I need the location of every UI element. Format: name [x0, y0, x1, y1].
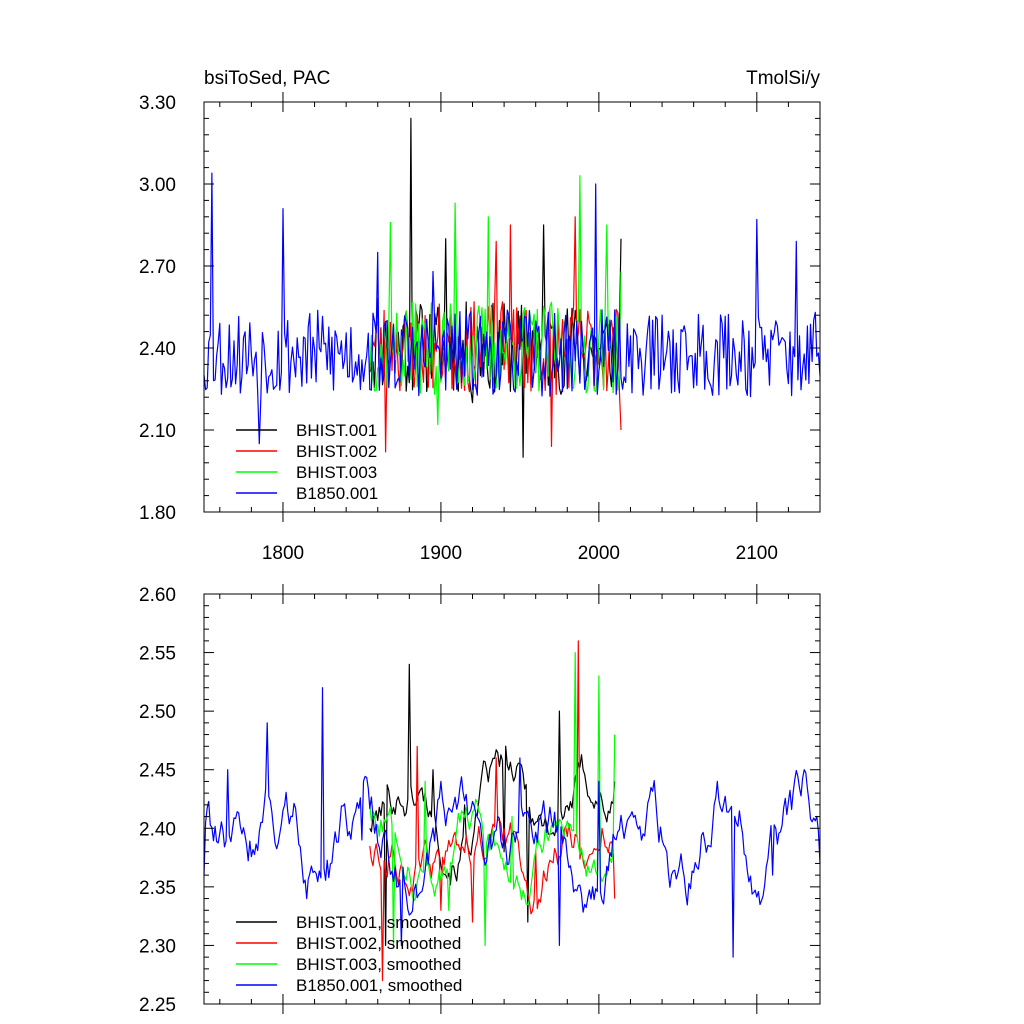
x-tick-label: 1900 [420, 543, 462, 564]
top-title-right: TmolSi/y [746, 68, 820, 89]
legend-label: B1850.001, smoothed [296, 976, 462, 995]
y-tick-label: 2.55 [139, 644, 176, 665]
x-tick-label: 2100 [736, 543, 778, 564]
top-series-group [203, 117, 821, 458]
series-line-b1850-001-smoothed [203, 687, 821, 958]
bottom-series-group [203, 640, 821, 982]
y-tick-label: 2.50 [139, 702, 176, 723]
legend-label: BHIST.002 [296, 442, 377, 461]
top-panel: bsiToSed, PAC TmolSi/y 1.80 2.10 2.40 2.70 3… [139, 68, 821, 564]
y-tick-label: 2.25 [139, 995, 176, 1016]
y-tick-label: 3.00 [139, 175, 176, 196]
bottom-plot-frame [203, 593, 821, 1005]
legend-label: BHIST.003, smoothed [296, 955, 461, 974]
y-tick-label: 2.30 [139, 936, 176, 957]
y-tick-label: 2.40 [139, 819, 176, 840]
y-tick-label: 2.40 [139, 339, 176, 360]
y-tick-label: 2.60 [139, 585, 176, 606]
series-line-bhist-003-smoothed [369, 651, 616, 947]
top-plot-frame [203, 101, 821, 513]
top-title-left: bsiToSed, PAC [204, 68, 330, 89]
y-tick-label: 3.30 [139, 93, 176, 114]
y-tick-label: 2.35 [139, 878, 176, 899]
legend-label: BHIST.003 [296, 463, 377, 482]
y-tick-label: 2.10 [139, 421, 176, 442]
x-tick-label: 2000 [578, 543, 620, 564]
top-axis-ticks: 1.80 2.10 2.40 2.70 3.00 3.30 1800 1900 2000 2100 [139, 92, 821, 564]
bottom-axis-ticks: 2.25 2.30 2.35 2.40 2.45 2.50 2.55 2.60 [139, 584, 821, 1016]
y-tick-label: 1.80 [139, 503, 176, 524]
legend-label: B1850.001 [296, 484, 378, 503]
bottom-panel: 2.25 2.30 2.35 2.40 2.45 2.50 2.55 2.60 BHIST.0… [139, 584, 821, 1016]
series-line-bhist-002-smoothed [369, 640, 616, 982]
legend-label: BHIST.001, smoothed [296, 913, 461, 932]
bottom-legend: BHIST.001, smoothed BHIST.002, smoothed BH… [236, 913, 462, 995]
x-tick-label: 1800 [262, 543, 304, 564]
top-legend: BHIST.001 BHIST.002 BHIST.003 B1850.001 [236, 421, 378, 503]
series-line-b1850-001 [203, 172, 821, 445]
y-tick-label: 2.45 [139, 761, 176, 782]
y-tick-label: 2.70 [139, 257, 176, 278]
legend-label: BHIST.002, smoothed [296, 934, 461, 953]
legend-label: BHIST.001 [296, 421, 377, 440]
